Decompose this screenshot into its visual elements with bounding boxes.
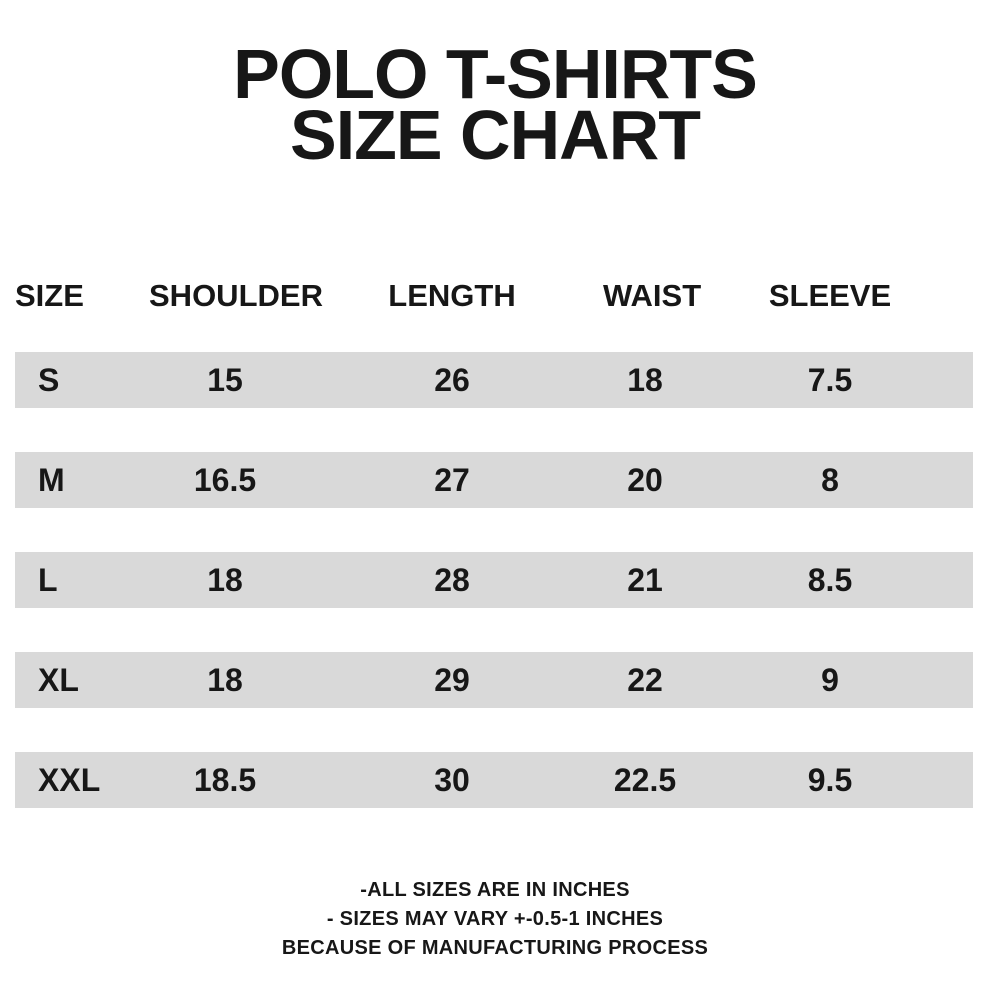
cell-shoulder: 18: [207, 561, 243, 598]
column-header-shoulder: SHOULDER: [149, 278, 323, 313]
cell-size: L: [38, 561, 58, 598]
cell-sleeve: 8: [821, 461, 839, 498]
cell-length: 26: [434, 361, 470, 398]
cell-size: XL: [38, 661, 79, 698]
column-header-size: SIZE: [15, 278, 84, 313]
table-row-xxl: XXL 18.5 30 22.5 9.5: [15, 752, 973, 808]
cell-waist: 20: [627, 461, 663, 498]
cell-sleeve: 7.5: [807, 361, 853, 398]
cell-length: 30: [434, 761, 470, 798]
cell-shoulder: 18.5: [193, 761, 257, 798]
footnotes: -ALL SIZES ARE IN INCHES - SIZES MAY VAR…: [0, 876, 990, 963]
cell-waist: 21: [627, 561, 663, 598]
footnote-units: -ALL SIZES ARE IN INCHES: [360, 879, 630, 901]
cell-size: M: [38, 461, 65, 498]
column-header-sleeve: SLEEVE: [768, 278, 892, 313]
cell-shoulder: 15: [207, 361, 243, 398]
cell-length: 29: [434, 661, 470, 698]
cell-length: 27: [434, 461, 470, 498]
footnote-manufacturing: BECAUSE OF MANUFACTURING PROCESS: [281, 937, 709, 959]
table-row-m: M 16.5 27 20 8: [15, 452, 973, 508]
cell-size: XXL: [38, 761, 101, 798]
cell-waist: 22: [627, 661, 663, 698]
page-title-line-1: POLO T-SHIRTS: [233, 35, 758, 113]
cell-sleeve: 8.5: [807, 561, 853, 598]
cell-waist: 18: [627, 361, 663, 398]
cell-sleeve: 9: [821, 661, 839, 698]
table-row-l: L 18 28 21 8.5: [15, 552, 973, 608]
table-header-row: SIZE SHOULDER LENGTH WAIST SLEEVE: [15, 276, 973, 316]
page-title: POLO T-SHIRTS SIZE CHART: [0, 39, 990, 170]
column-header-length: LENGTH: [388, 278, 516, 313]
footnote-variance: - SIZES MAY VARY +-0.5-1 INCHES: [326, 908, 664, 930]
cell-sleeve: 9.5: [807, 761, 853, 798]
table-row-s: S 15 26 18 7.5: [15, 352, 973, 408]
cell-length: 28: [434, 561, 470, 598]
page-title-line-2: SIZE CHART: [290, 96, 701, 174]
cell-waist: 22.5: [613, 761, 677, 798]
cell-shoulder: 18: [207, 661, 243, 698]
column-header-waist: WAIST: [603, 278, 702, 313]
size-table: SIZE SHOULDER LENGTH WAIST SLEEVE S 15 2…: [15, 276, 973, 808]
table-row-xl: XL 18 29 22 9: [15, 652, 973, 708]
cell-size: S: [38, 361, 60, 398]
cell-shoulder: 16.5: [193, 461, 257, 498]
